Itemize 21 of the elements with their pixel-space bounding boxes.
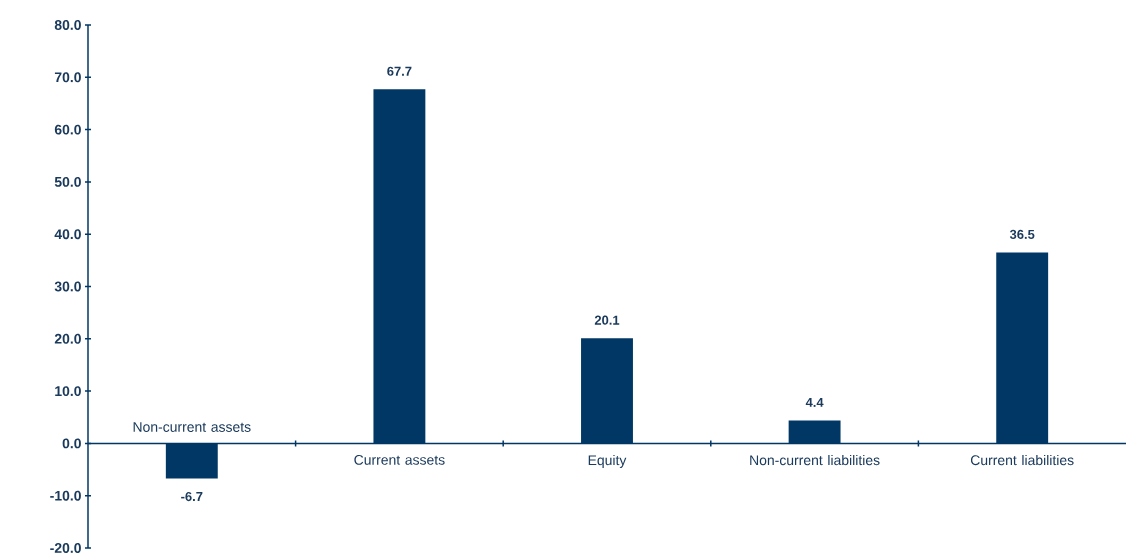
y-tick-label: 40.0 xyxy=(54,229,81,240)
y-tick-label: 30.0 xyxy=(54,281,81,292)
data-label: 36.5 xyxy=(1009,229,1035,239)
y-tick-label: 80.0 xyxy=(54,20,81,30)
y-tick-label: 50.0 xyxy=(54,176,81,187)
x-tick-label: Non-current liabilities xyxy=(750,454,880,466)
x-tick-label: Current assets xyxy=(354,454,445,465)
y-tick-label: 0.0 xyxy=(62,438,81,449)
y-tick-label: -10.0 xyxy=(50,490,81,501)
data-label: -6.7 xyxy=(181,491,203,502)
y-tick-label: 70.0 xyxy=(54,72,81,83)
x-tick-label: Non-current assets xyxy=(133,422,251,432)
y-tick-label: 20.0 xyxy=(54,333,81,344)
x-tick-label: Equity xyxy=(588,454,627,468)
data-label: 4.4 xyxy=(805,397,824,407)
y-tick-label: 60.0 xyxy=(54,124,81,135)
data-label: 67.7 xyxy=(387,66,412,76)
data-label: 20.1 xyxy=(594,315,620,325)
x-tick-label: Current liabilities xyxy=(970,454,1074,466)
y-tick-label: 10.0 xyxy=(55,386,81,397)
y-tick-label: -20.0 xyxy=(50,543,81,553)
